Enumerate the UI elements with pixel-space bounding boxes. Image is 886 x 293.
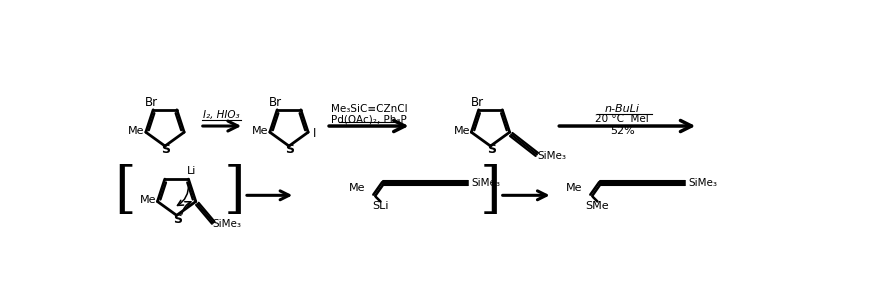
Text: SMe: SMe <box>586 201 610 211</box>
Text: Me₃SiC≡CZnCl: Me₃SiC≡CZnCl <box>330 104 408 114</box>
Text: I: I <box>313 127 316 140</box>
Text: SiMe₃: SiMe₃ <box>688 178 717 188</box>
Text: ]: ] <box>224 164 245 219</box>
Text: SiMe₃: SiMe₃ <box>471 178 500 188</box>
Text: Me: Me <box>140 195 157 205</box>
Text: n-BuLi: n-BuLi <box>605 104 640 114</box>
Text: Me: Me <box>566 183 582 193</box>
Text: Br: Br <box>269 96 282 109</box>
Text: SLi: SLi <box>372 201 389 211</box>
Text: 20 °C  MeI: 20 °C MeI <box>595 114 649 124</box>
Text: SiMe₃: SiMe₃ <box>213 219 242 229</box>
Text: Me: Me <box>128 126 144 136</box>
Text: SiMe₃: SiMe₃ <box>538 151 567 161</box>
Text: Me: Me <box>349 183 365 193</box>
Text: Me: Me <box>454 126 470 136</box>
Text: S: S <box>285 143 294 156</box>
Text: I₂, HIO₃: I₂, HIO₃ <box>203 110 240 120</box>
Text: ]: ] <box>479 164 501 219</box>
Text: S: S <box>486 143 496 156</box>
Text: Br: Br <box>145 96 159 109</box>
Text: S: S <box>161 143 170 156</box>
Text: Br: Br <box>470 96 484 109</box>
Text: Li: Li <box>187 166 197 176</box>
Text: S: S <box>173 213 182 226</box>
Text: [: [ <box>114 164 136 219</box>
Text: Me: Me <box>253 126 268 136</box>
Text: Pd(OAc)₂, Ph₃P: Pd(OAc)₂, Ph₃P <box>331 114 407 124</box>
Text: 52%: 52% <box>610 126 634 137</box>
